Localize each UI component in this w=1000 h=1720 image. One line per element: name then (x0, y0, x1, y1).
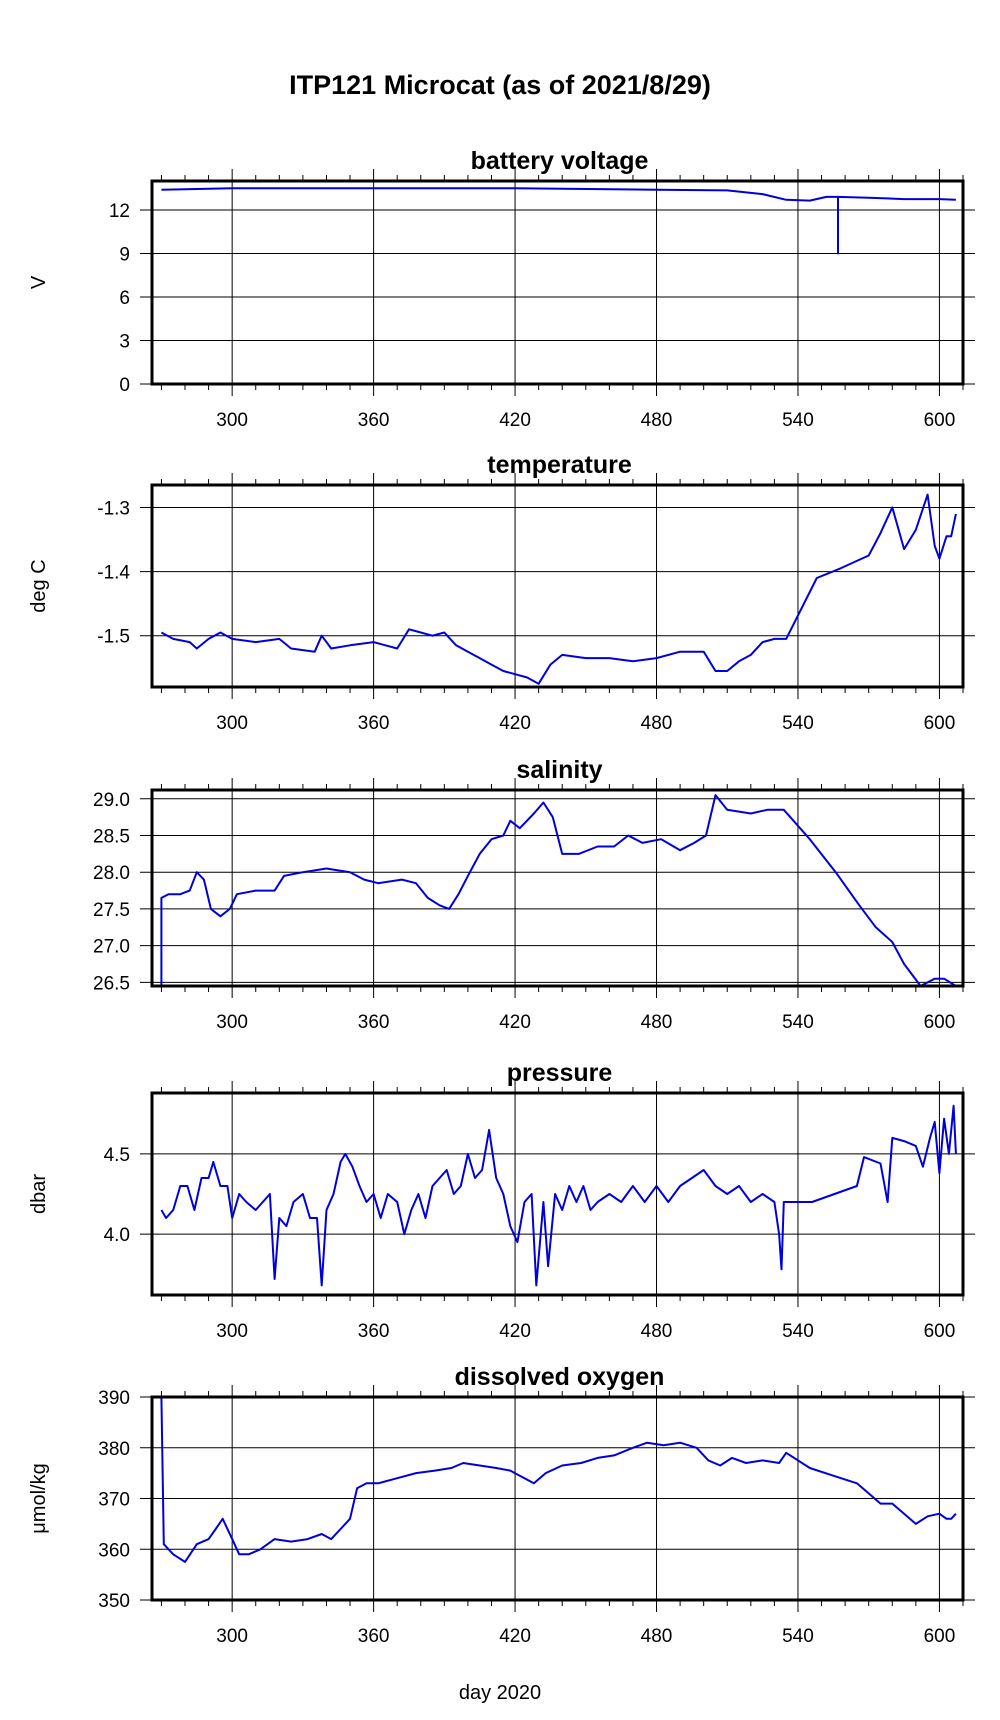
x-tick-label: 540 (782, 1626, 814, 1647)
x-tick-label: 480 (641, 713, 673, 734)
x-tick-label: 300 (216, 713, 248, 734)
series-line (160, 493, 957, 685)
y-axis-label: μmol/kg (28, 1463, 50, 1533)
y-tick-label: 350 (98, 1591, 130, 1612)
x-tick-label: 360 (358, 1012, 390, 1033)
y-tick-label: 4.0 (104, 1225, 130, 1246)
series-line (160, 1396, 957, 1563)
plot-frame (150, 179, 965, 386)
x-tick-label: 480 (641, 1626, 673, 1647)
y-tick-label: -1.4 (97, 563, 130, 584)
panel-title: salinity (516, 756, 602, 784)
y-tick-label: 9 (119, 245, 130, 266)
x-tick-label: 540 (782, 1012, 814, 1033)
panel-title: dissolved oxygen (455, 1363, 665, 1391)
y-tick-label: 360 (98, 1540, 130, 1561)
y-tick-label: 0 (119, 375, 130, 396)
plot-frame (150, 1395, 965, 1602)
y-tick-label: 380 (98, 1439, 130, 1460)
x-tick-label: 420 (499, 713, 531, 734)
chart-main-title: ITP121 Microcat (as of 2021/8/29) (289, 70, 711, 100)
y-tick-label: 27.0 (93, 937, 130, 958)
y-axis-label: V (28, 275, 50, 289)
x-tick-label: 420 (499, 1321, 531, 1342)
x-tick-label: 420 (499, 410, 531, 431)
y-tick-label: 29.0 (93, 790, 130, 811)
x-tick-label: 360 (358, 1626, 390, 1647)
series-line (161, 187, 956, 255)
x-tick-label: 540 (782, 1321, 814, 1342)
x-tick-label: 480 (641, 1321, 673, 1342)
series-line (160, 794, 957, 987)
x-tick-label: 480 (641, 410, 673, 431)
x-tick-label: 420 (499, 1626, 531, 1647)
panel-battery-voltage: battery voltage V 300 360 420 480 540 600 0 3 6 9 12 (28, 147, 975, 431)
panel-salinity: salinity 300 360 420 480 540 600 26.5 27.0 27.5 28… (93, 756, 975, 1033)
y-tick-label: 28.5 (93, 827, 130, 848)
plot-frame (150, 788, 965, 988)
y-axis-label: dbar (28, 1174, 50, 1214)
y-tick-label: 26.5 (93, 973, 130, 994)
panel-title: pressure (507, 1059, 613, 1087)
x-tick-label: 300 (216, 410, 248, 431)
x-tick-label: 480 (641, 1012, 673, 1033)
y-tick-label: 27.5 (93, 900, 130, 921)
x-tick-label: 540 (782, 713, 814, 734)
y-tick-label: -1.5 (97, 627, 130, 648)
y-tick-label: 4.5 (104, 1145, 130, 1166)
panel-dissolved-oxygen: dissolved oxygen μmol/kg 300 360 420 480 540 60… (28, 1363, 975, 1647)
y-axis-label: deg C (28, 559, 50, 612)
x-tick-label: 600 (924, 1012, 956, 1033)
x-tick-label: 600 (924, 1321, 956, 1342)
x-axis-label: day 2020 (458, 1682, 542, 1704)
panel-title: temperature (487, 451, 632, 479)
y-tick-label: -1.3 (97, 498, 130, 519)
y-tick-label: 390 (98, 1388, 130, 1409)
panel-pressure: pressure dbar 300 360 420 480 540 600 4.0 4.5 (28, 1059, 975, 1342)
y-tick-label: 6 (119, 288, 130, 309)
x-tick-label: 420 (499, 1012, 531, 1033)
x-tick-label: 360 (358, 1321, 390, 1342)
x-tick-label: 300 (216, 1321, 248, 1342)
x-tick-label: 600 (924, 410, 956, 431)
x-tick-label: 600 (924, 713, 956, 734)
panel-temperature: temperature deg C 300 360 420 480 540 600 -1.5 -1… (28, 451, 975, 734)
plot-frame (150, 483, 965, 689)
series-line (160, 1104, 957, 1287)
x-tick-label: 600 (924, 1626, 956, 1647)
x-tick-label: 360 (358, 713, 390, 734)
x-tick-label: 360 (358, 410, 390, 431)
plot-frame (150, 1091, 965, 1297)
y-tick-label: 370 (98, 1490, 130, 1511)
y-tick-label: 12 (109, 201, 130, 222)
y-tick-label: 28.0 (93, 863, 130, 884)
x-tick-label: 300 (216, 1626, 248, 1647)
panel-title: battery voltage (471, 147, 649, 175)
x-tick-label: 300 (216, 1012, 248, 1033)
y-tick-label: 3 (119, 332, 130, 353)
x-tick-label: 540 (782, 410, 814, 431)
